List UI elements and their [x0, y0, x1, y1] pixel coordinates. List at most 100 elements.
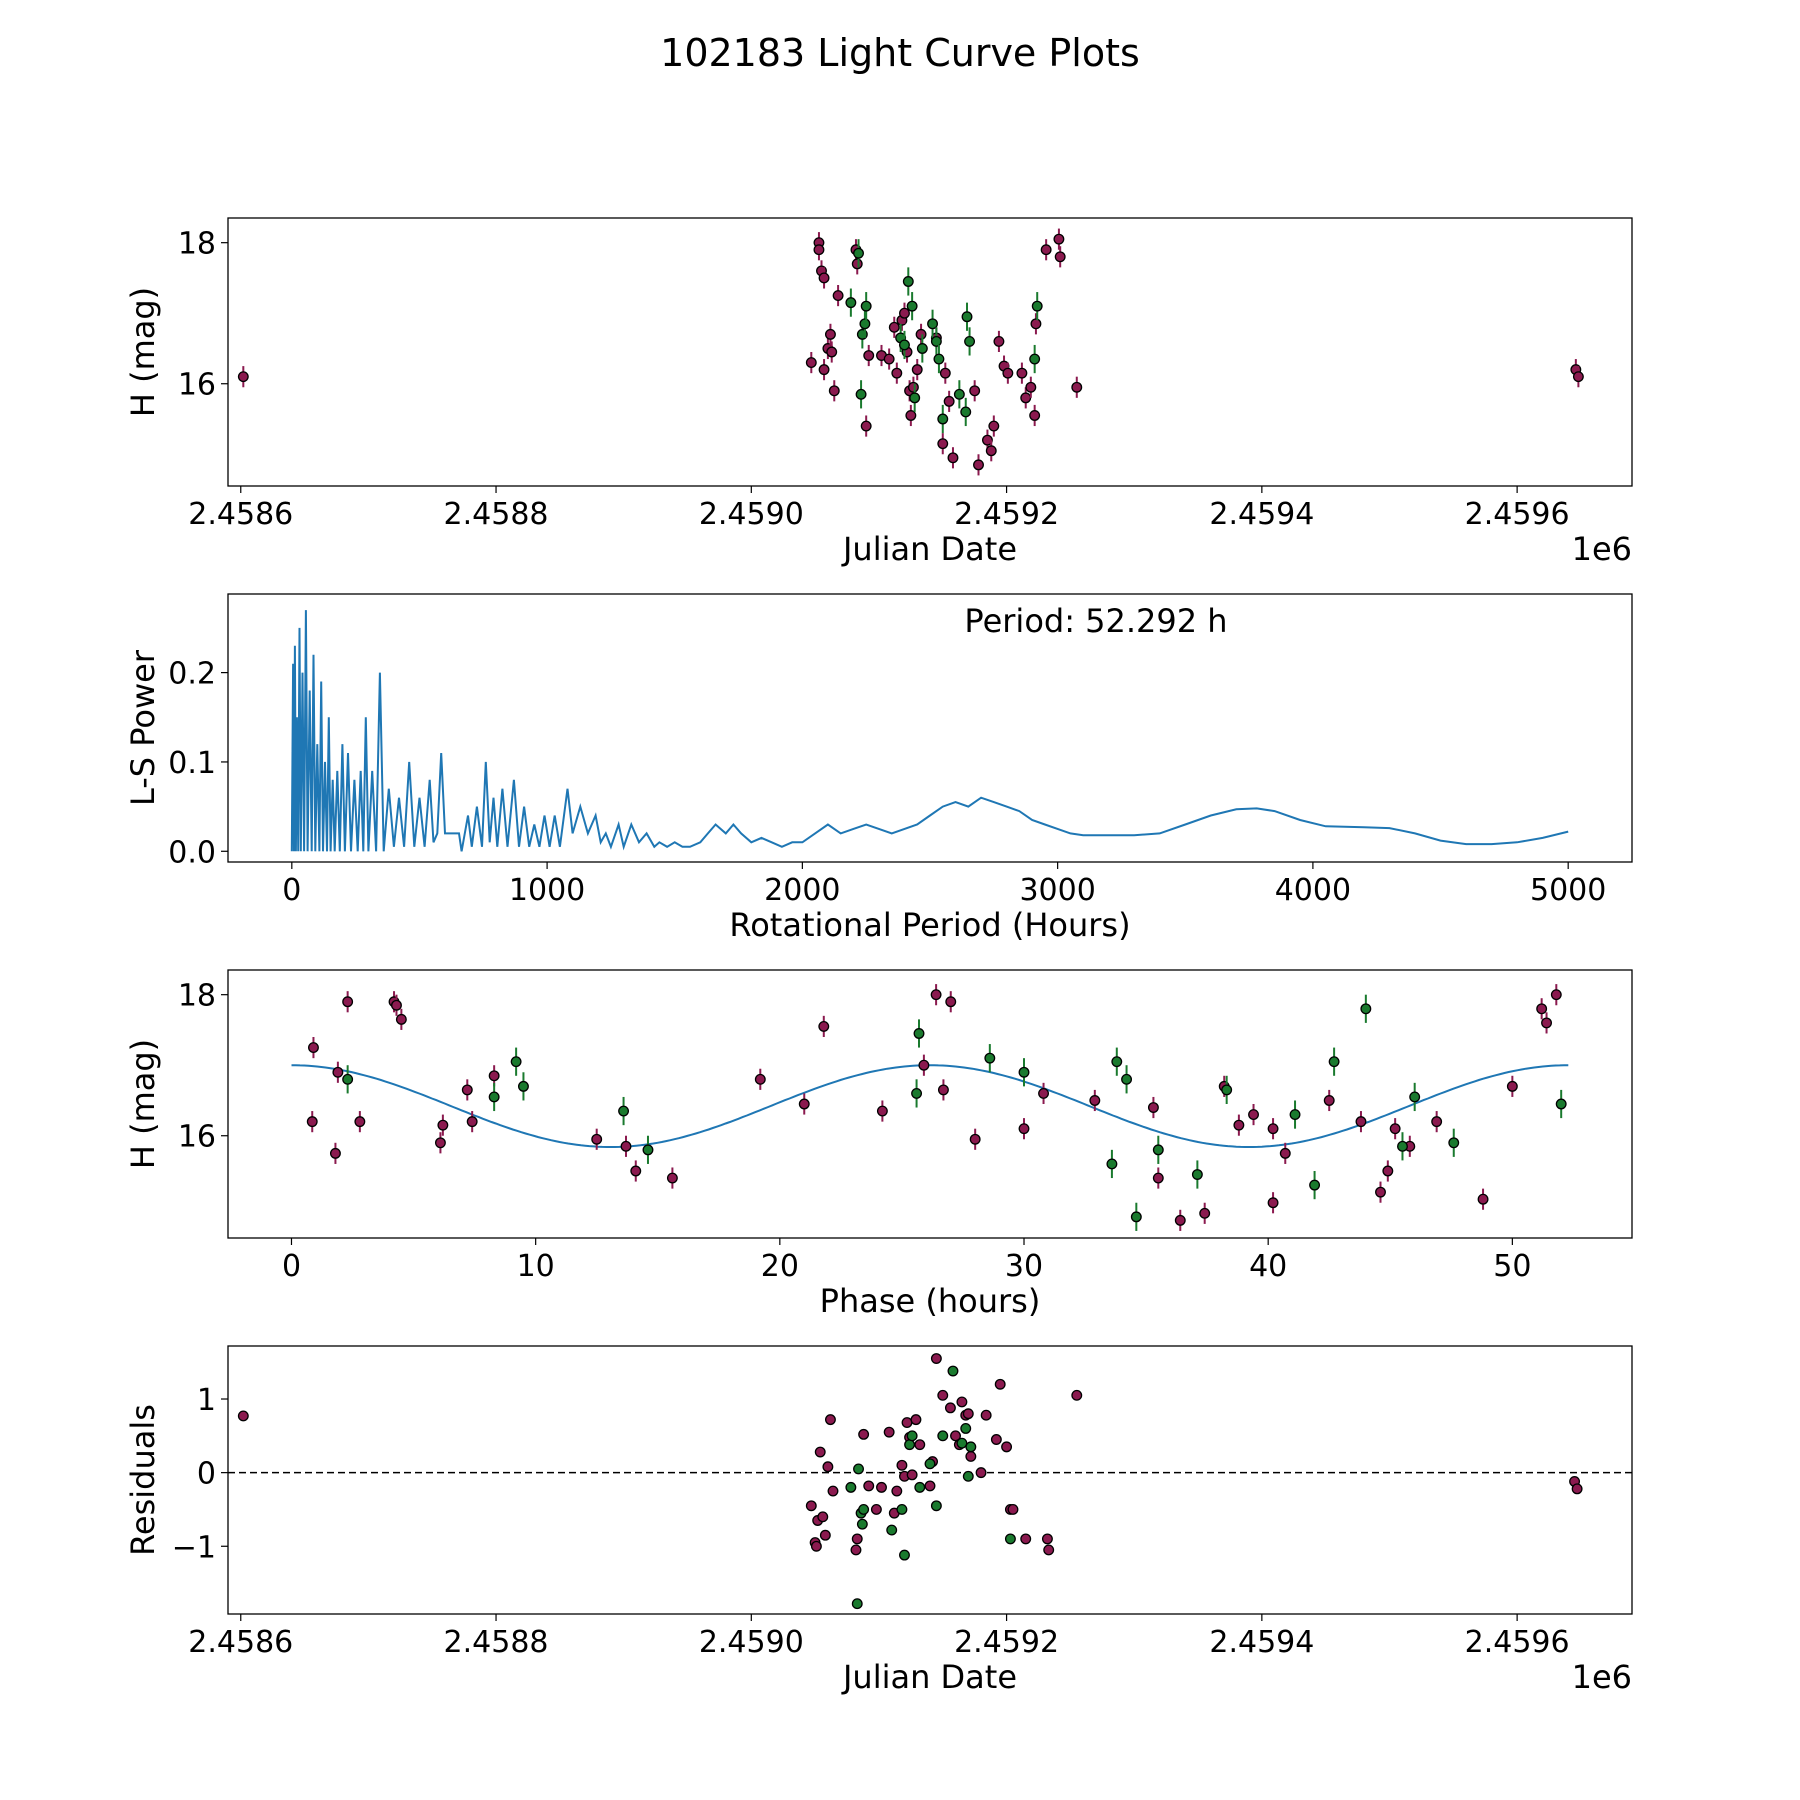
data-point — [944, 1402, 956, 1414]
data-point — [863, 350, 875, 361]
x-offset-label: 1e6 — [1572, 1658, 1632, 1696]
data-point — [1040, 244, 1052, 256]
x-tick-label: 50 — [1493, 1249, 1531, 1284]
data-point — [1267, 1123, 1279, 1135]
data-point — [332, 1066, 344, 1078]
data-point — [1199, 1207, 1211, 1219]
y-axis-label: H (mag) — [124, 1039, 162, 1169]
x-tick-label: 20 — [761, 1249, 799, 1284]
data-point — [907, 381, 919, 393]
data-point — [988, 420, 1000, 432]
data-point — [1409, 1091, 1421, 1103]
data-point — [805, 357, 817, 369]
x-tick-label: 2.4596 — [1465, 497, 1570, 532]
data-point — [965, 1450, 977, 1462]
data-point — [1038, 1087, 1049, 1099]
data-point — [896, 1459, 908, 1471]
data-point — [904, 1439, 916, 1451]
data-point — [899, 307, 910, 319]
x-tick-label: 2000 — [764, 873, 840, 908]
data-point — [1030, 318, 1042, 330]
y-tick-label: 0.0 — [168, 835, 216, 870]
y-tick-label: 18 — [178, 979, 216, 1014]
figure-title: 102183 Light Curve Plots — [660, 31, 1140, 75]
data-point — [973, 459, 984, 471]
data-point — [822, 1461, 834, 1473]
data-point — [819, 1529, 831, 1541]
data-point — [969, 385, 981, 397]
axes-frame — [227, 217, 1633, 487]
x-tick-label: 2.4592 — [954, 1625, 1059, 1660]
data-point — [851, 1598, 863, 1610]
data-point — [933, 353, 945, 365]
data-point — [994, 1378, 1006, 1390]
data-point — [1020, 392, 1032, 404]
x-tick-label: 2.4592 — [954, 497, 1059, 532]
data-point — [924, 1480, 936, 1492]
data-point — [1431, 1116, 1443, 1128]
x-tick-label: 2.4586 — [188, 497, 293, 532]
data-point — [1041, 1533, 1053, 1545]
data-point — [1355, 1116, 1367, 1128]
x-offset-label: 1e6 — [1572, 530, 1632, 568]
data-point — [891, 1485, 903, 1497]
data-point — [754, 1073, 766, 1085]
chart-periodogram: 0 1000 2000 3000 4000 5000 0.0 0.1 0.2 Rotational… — [124, 593, 1633, 944]
data-point — [630, 1165, 642, 1177]
data-point — [1506, 1080, 1518, 1092]
data-point — [910, 1414, 922, 1426]
data-point — [488, 1091, 500, 1103]
data-point — [805, 1500, 817, 1512]
x-tick-label: 3000 — [1019, 873, 1095, 908]
data-point — [1448, 1137, 1460, 1149]
data-point — [856, 1518, 868, 1530]
data-point — [851, 1533, 863, 1545]
data-point — [947, 452, 959, 464]
data-point — [975, 1467, 987, 1479]
data-point — [937, 413, 949, 425]
data-point — [930, 335, 942, 347]
data-point — [906, 1430, 918, 1442]
data-point — [329, 1147, 341, 1159]
axes-frame — [227, 1345, 1633, 1615]
data-point — [1152, 1172, 1164, 1184]
data-point — [824, 1414, 836, 1426]
axes-frame — [227, 593, 1633, 863]
data-point — [855, 388, 867, 400]
data-point — [1147, 1102, 1159, 1113]
data-point — [858, 1428, 870, 1440]
data-point — [1111, 1056, 1123, 1068]
data-point — [845, 297, 857, 309]
data-point — [1233, 1119, 1245, 1131]
data-point — [798, 1098, 810, 1110]
data-point — [1221, 1084, 1233, 1096]
y-axis-label: L-S Power — [124, 649, 162, 806]
data-point — [642, 1144, 654, 1156]
data-point — [876, 1105, 888, 1117]
data-point — [937, 438, 949, 450]
data-point — [1541, 1017, 1552, 1029]
x-tick-label: 2.4588 — [444, 1625, 549, 1660]
data-point — [1089, 1095, 1101, 1106]
data-point — [1020, 1533, 1032, 1545]
data-point — [1016, 367, 1028, 379]
y-axis-label: H (mag) — [124, 287, 162, 417]
data-point — [937, 1430, 949, 1442]
x-tick-label: 2.4590 — [699, 1625, 804, 1660]
data-point — [850, 1544, 862, 1556]
y-axis-label: Residuals — [124, 1404, 162, 1556]
x-tick-label: 4000 — [1275, 873, 1351, 908]
x-tick-label: 40 — [1249, 1249, 1287, 1284]
data-point — [960, 1423, 972, 1434]
data-point — [1382, 1165, 1394, 1177]
data-point — [518, 1080, 529, 1092]
x-axis-label: Rotational Period (Hours) — [729, 906, 1130, 944]
data-point — [391, 999, 402, 1011]
data-point — [1152, 1144, 1164, 1156]
data-point — [956, 1396, 968, 1408]
data-point — [308, 1042, 319, 1054]
data-point — [969, 1133, 981, 1145]
plot-area — [290, 610, 1569, 852]
data-point — [918, 1059, 930, 1071]
model-fit-curve — [291, 1064, 1569, 1148]
